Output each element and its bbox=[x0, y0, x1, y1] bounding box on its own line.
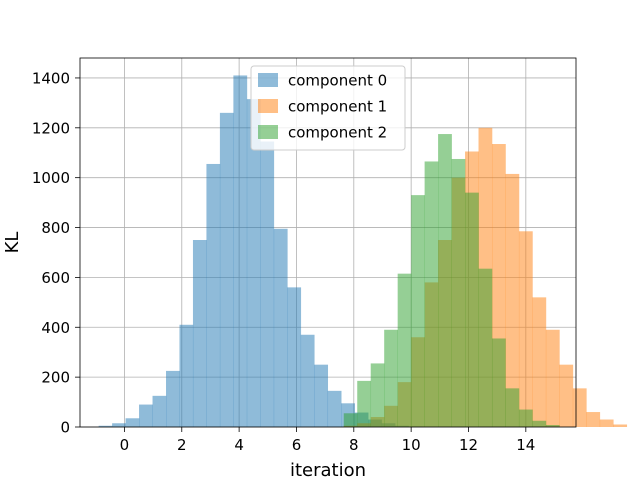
bar-series-0 bbox=[314, 364, 329, 427]
y-tick-label: 400 bbox=[41, 319, 70, 337]
x-tick-label: 6 bbox=[292, 436, 302, 454]
bar-series-1 bbox=[505, 173, 520, 427]
bar-series-2 bbox=[384, 329, 398, 427]
legend-swatch-1 bbox=[258, 99, 278, 113]
y-tick-label: 1000 bbox=[32, 169, 70, 187]
legend-swatch-2 bbox=[258, 125, 278, 139]
bar-series-0 bbox=[112, 423, 126, 427]
bar-series-2 bbox=[518, 409, 533, 427]
x-tick-label: 8 bbox=[349, 436, 359, 454]
x-tick-label: 4 bbox=[234, 436, 244, 454]
bar-series-1 bbox=[613, 424, 628, 427]
bar-series-1 bbox=[545, 329, 560, 427]
bar-series-2 bbox=[545, 425, 560, 427]
bar-series-1 bbox=[559, 364, 574, 427]
bar-series-0 bbox=[192, 240, 207, 427]
bar-series-2 bbox=[424, 161, 439, 427]
bar-series-2 bbox=[532, 420, 547, 427]
bar-series-0 bbox=[152, 395, 167, 427]
plot-frame bbox=[79, 57, 577, 428]
bar-series-2 bbox=[397, 273, 412, 427]
y-tick-label: 600 bbox=[41, 269, 70, 287]
bar-series-2 bbox=[465, 192, 479, 427]
y-tick-label: 800 bbox=[41, 219, 70, 237]
bar-series-2 bbox=[491, 338, 506, 427]
bar-series-0 bbox=[166, 370, 180, 427]
bar-series-0 bbox=[246, 99, 261, 427]
bar-series-0 bbox=[98, 425, 113, 427]
bar-series-2 bbox=[438, 134, 452, 427]
x-tick-label: 14 bbox=[516, 436, 535, 454]
bar-series-0 bbox=[179, 324, 194, 427]
bar-series-0 bbox=[327, 390, 342, 427]
bar-series-2 bbox=[478, 268, 493, 427]
x-tick-label: 2 bbox=[177, 436, 187, 454]
x-tick-label: 10 bbox=[402, 436, 421, 454]
bar-series-0 bbox=[300, 334, 315, 427]
bar-series-2 bbox=[411, 195, 425, 427]
y-tick-label: 1200 bbox=[32, 119, 70, 137]
bar-series-1 bbox=[518, 231, 533, 427]
legend-label-0: component 0 bbox=[288, 72, 387, 90]
bar-series-2 bbox=[370, 363, 385, 427]
bar-series-0 bbox=[125, 418, 140, 427]
y-tick-label: 200 bbox=[41, 369, 70, 387]
bar-series-1 bbox=[532, 297, 547, 427]
bar-series-0 bbox=[219, 112, 234, 427]
bar-series-2 bbox=[343, 413, 358, 427]
y-tick-label: 0 bbox=[60, 419, 70, 437]
bar-series-1 bbox=[572, 388, 587, 427]
axis-ticks: 0 2 4 6 8 10 12 14 0 200 400 600 800 1000 1200 1400 bbox=[32, 69, 536, 454]
bar-series-0 bbox=[233, 75, 248, 428]
bar-series-0 bbox=[260, 141, 275, 427]
bar-series-2 bbox=[451, 158, 466, 427]
bar-series-0 bbox=[287, 287, 302, 427]
bar-series-0 bbox=[273, 228, 288, 427]
legend-swatch-0 bbox=[258, 73, 278, 87]
bar-series-1 bbox=[586, 412, 601, 427]
bar-series-1 bbox=[599, 419, 614, 427]
x-tick-label: 0 bbox=[120, 436, 130, 454]
legend: component 0 component 1 component 2 bbox=[250, 65, 406, 151]
legend-label-2: component 2 bbox=[288, 124, 387, 142]
y-axis-label: KL bbox=[2, 232, 23, 254]
legend-label-1: component 1 bbox=[288, 98, 387, 116]
x-axis-label: iteration bbox=[290, 460, 366, 480]
bar-series-2 bbox=[505, 388, 520, 427]
bar-series-0 bbox=[206, 163, 221, 428]
bar-series-2 bbox=[357, 380, 372, 427]
legend-box bbox=[250, 65, 406, 151]
y-tick-label: 1400 bbox=[32, 69, 70, 87]
x-tick-label: 12 bbox=[459, 436, 478, 454]
bar-series-0 bbox=[139, 404, 153, 427]
